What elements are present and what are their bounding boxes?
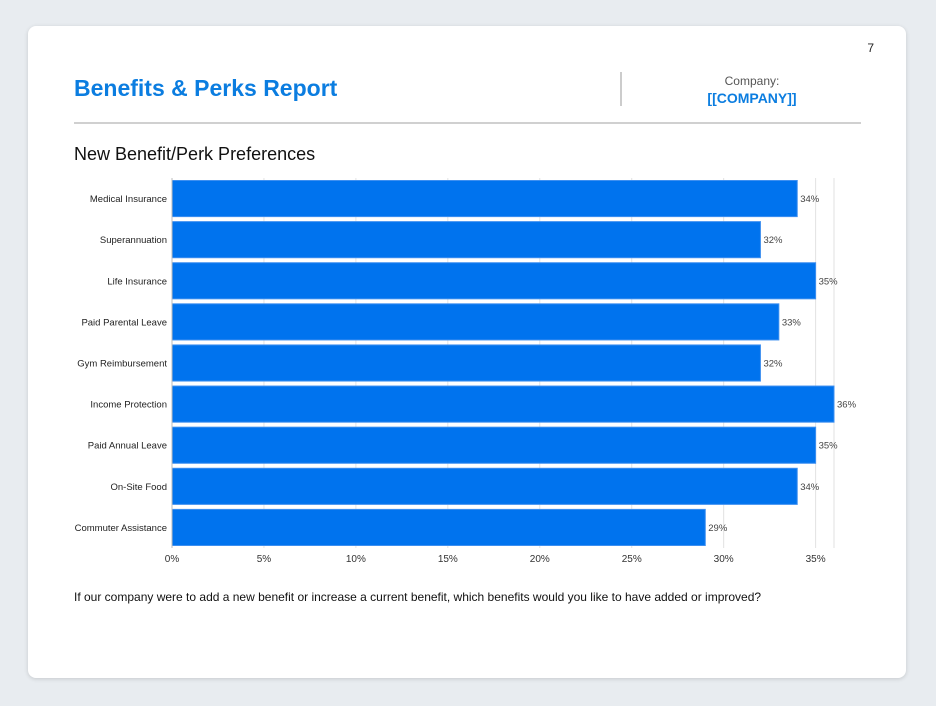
page-number: 7: [867, 41, 874, 55]
x-tick-label: 0%: [165, 554, 180, 565]
category-label: Gym Reimbursement: [77, 359, 167, 370]
bar: [171, 508, 706, 546]
category-label: Income Protection: [90, 400, 167, 411]
company-label: Company:: [724, 74, 780, 88]
x-tick-label: 25%: [622, 554, 642, 565]
x-tick-label: 10%: [346, 554, 366, 565]
data-label: 36%: [837, 400, 857, 411]
x-tick-label: 20%: [530, 554, 550, 565]
header-divider: [620, 72, 622, 106]
category-label: On-Site Food: [111, 482, 168, 493]
bar: [171, 262, 817, 300]
report-title: Benefits & Perks Report: [74, 75, 338, 101]
survey-question: If our company were to add a new benefit…: [74, 590, 762, 604]
bar: [171, 426, 817, 464]
company-block: Company: [[COMPANY]]: [622, 74, 882, 106]
category-label: Medical Insurance: [90, 194, 167, 205]
company-value: [[COMPANY]]: [707, 90, 797, 106]
data-label: 34%: [800, 482, 820, 493]
bar: [171, 303, 780, 341]
data-label: 32%: [763, 235, 783, 246]
bar: [171, 180, 798, 218]
data-label: 35%: [819, 441, 839, 452]
x-tick-label: 5%: [257, 554, 272, 565]
data-label: 32%: [763, 359, 783, 370]
category-label: Paid Parental Leave: [81, 317, 167, 328]
category-label: Commuter Assistance: [75, 523, 167, 534]
bar: [171, 344, 761, 382]
category-label: Paid Annual Leave: [88, 441, 167, 452]
x-tick-label: 15%: [438, 554, 458, 565]
category-label: Superannuation: [100, 235, 167, 246]
header-rule: [74, 122, 861, 124]
data-label: 34%: [800, 194, 820, 205]
data-label: 35%: [819, 276, 839, 287]
bar: [171, 221, 761, 259]
x-tick-label: 35%: [806, 554, 826, 565]
bar: [171, 467, 798, 505]
bar: [171, 385, 835, 423]
data-label: 33%: [782, 317, 802, 328]
data-label: 29%: [708, 523, 728, 534]
x-tick-label: 30%: [714, 554, 734, 565]
category-label: Life Insurance: [107, 276, 167, 287]
section-title: New Benefit/Perk Preferences: [74, 144, 316, 164]
